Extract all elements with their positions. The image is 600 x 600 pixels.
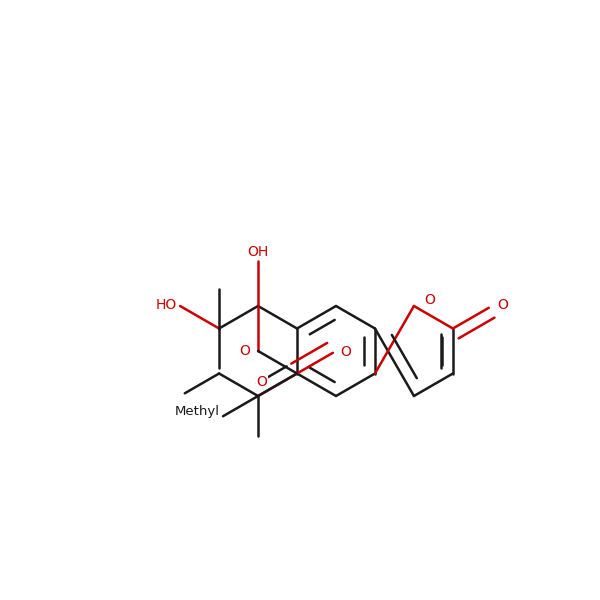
Text: O: O [424,293,435,307]
Text: O: O [239,344,250,358]
Text: HO: HO [156,298,177,312]
Text: OH: OH [247,245,269,259]
Text: O: O [340,344,351,359]
Text: Methyl: Methyl [175,405,220,418]
Text: O: O [256,375,267,389]
Text: O: O [497,298,508,313]
